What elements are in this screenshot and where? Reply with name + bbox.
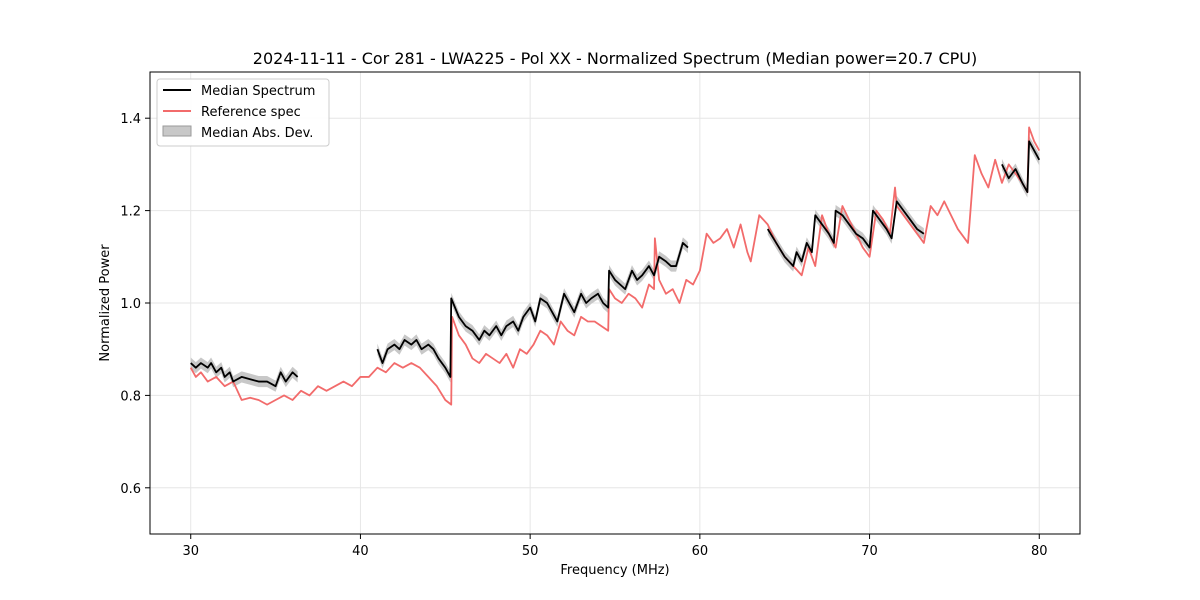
y-tick-label: 0.6 xyxy=(120,482,141,497)
legend-reference-label: Reference spec xyxy=(201,105,301,120)
x-tick-label: 80 xyxy=(1031,544,1048,559)
x-axis-label: Frequency (MHz) xyxy=(560,563,669,578)
y-tick-label: 1.2 xyxy=(120,205,141,220)
chart-title: 2024-11-11 - Cor 281 - LWA225 - Pol XX -… xyxy=(253,49,977,68)
x-tick-label: 70 xyxy=(861,544,878,559)
reference-series-layer xyxy=(189,126,1041,406)
y-tick-label: 0.8 xyxy=(120,389,141,404)
median-line xyxy=(766,200,925,267)
x-axis-ticks: 30 40 50 60 70 80 xyxy=(182,534,1048,559)
median-line xyxy=(1001,140,1041,194)
legend-mad-swatch xyxy=(162,125,192,137)
y-tick-label: 1.0 xyxy=(120,297,141,312)
median-line xyxy=(376,242,689,378)
reference-line xyxy=(189,126,1041,406)
median-series-layer xyxy=(190,140,1041,388)
x-tick-label: 40 xyxy=(352,544,369,559)
x-tick-label: 30 xyxy=(182,544,199,559)
y-axis-ticks: 0.6 0.8 1.0 1.2 1.4 xyxy=(120,112,150,497)
y-tick-label: 1.4 xyxy=(120,112,141,127)
median-line xyxy=(190,362,299,388)
x-tick-label: 60 xyxy=(692,544,709,559)
legend: Median Spectrum Reference spec Median Ab… xyxy=(156,78,330,147)
x-tick-label: 50 xyxy=(522,544,539,559)
y-axis-label: Normalized Power xyxy=(98,244,113,362)
legend-mad-label: Median Abs. Dev. xyxy=(201,126,313,141)
legend-median-label: Median Spectrum xyxy=(201,84,315,99)
legend-box xyxy=(156,78,330,147)
